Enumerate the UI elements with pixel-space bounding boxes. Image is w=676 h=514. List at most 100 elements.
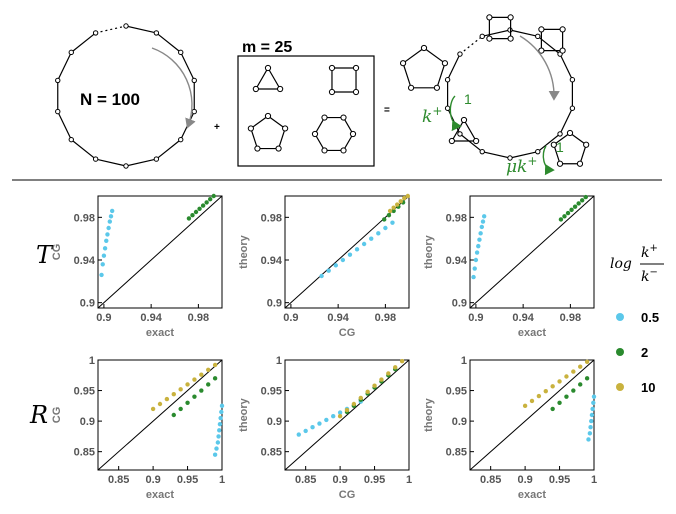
scatter-point (358, 395, 363, 401)
attached-square-1 (488, 16, 512, 40)
ring-right-node (507, 155, 513, 161)
scatter-point (564, 374, 569, 379)
pentagon-shape-node (264, 112, 272, 120)
plus-sign: + (214, 122, 220, 133)
ring-left-node (92, 156, 99, 162)
triangle-shape-node (264, 64, 272, 72)
ring-right-node (444, 105, 451, 111)
identity-line (97, 359, 223, 471)
x-tick-label: 0.85 (108, 474, 129, 486)
scatter-point (557, 400, 562, 405)
scatter-point (164, 396, 170, 402)
ring-left-node (178, 136, 184, 143)
scatter-point (365, 389, 370, 394)
scatter-point (207, 197, 213, 202)
ring-right-node (507, 27, 513, 33)
scatter-point (326, 268, 331, 273)
rate-mu-value: 1 (556, 139, 564, 155)
scatter-point (109, 208, 115, 214)
scatter-point (478, 231, 483, 236)
ring-left-edge (125, 158, 157, 167)
scatter-point (197, 206, 202, 211)
y-tick-label: 1 (461, 355, 467, 367)
scatter-point (584, 359, 590, 365)
ring-left-edge (155, 32, 182, 53)
y-tick-label: 0.9 (80, 298, 95, 310)
scatter-point (361, 241, 367, 247)
scatter-point (588, 425, 593, 430)
ring-left-node (123, 23, 129, 29)
scatter-point (479, 224, 485, 230)
ring-left-node (68, 136, 74, 143)
ring-left-edge (95, 158, 127, 167)
scatter-point (586, 437, 591, 442)
scatter-point (108, 214, 114, 219)
y-axis-label: CG (51, 407, 63, 424)
scatter-point (565, 210, 571, 216)
attached-clusters (399, 14, 590, 167)
scatter-point (107, 219, 113, 224)
scatter-point (589, 412, 595, 418)
x-tick-label: 0.9 (145, 474, 160, 486)
triangle-shape-node (252, 85, 259, 93)
rate-mu-arrow (542, 145, 555, 176)
scatter-point (99, 272, 104, 278)
scatter-point (206, 382, 211, 387)
attached-square-2-node (538, 26, 545, 33)
y-tick-label: 0.85 (446, 447, 467, 459)
scatter-point (219, 409, 224, 415)
scatter-point (178, 406, 183, 412)
identity-line (469, 359, 595, 471)
cluster-box (237, 55, 375, 167)
scatter-point (193, 209, 199, 215)
y-tick-label: 0.98 (74, 212, 95, 224)
scatter-point (390, 220, 395, 225)
legend-label: 10 (641, 380, 655, 395)
square-shape-node (352, 64, 360, 72)
identity-line (284, 359, 410, 471)
triangle-shape (254, 66, 282, 90)
attached-pentagon-2-node (576, 160, 584, 167)
x-tick-label: 0.9 (332, 474, 347, 486)
scatter-point (212, 362, 218, 368)
scatter-point (324, 417, 329, 423)
scatter-panels: 0.9 0.94 0.98 0.9 0.94 0.98 exact CG 0.9 0.94 0.98… (51, 193, 597, 501)
ring-right-edge (559, 107, 573, 135)
ring-left-edge (95, 25, 127, 34)
x-tick-label: 0.94 (512, 312, 534, 324)
scatter-point (369, 236, 374, 241)
hexagon-shape (314, 116, 354, 152)
legend-title-num: k+ (641, 243, 658, 261)
scatter-point (376, 231, 381, 236)
scatter-point (571, 369, 576, 374)
scatter-point (543, 388, 548, 394)
attached-square-1-node (507, 14, 514, 21)
ring-right-node (569, 105, 576, 111)
plot-frame (284, 359, 410, 471)
scatter-point (393, 365, 398, 370)
x-tick-label: 0.9 (283, 312, 298, 324)
scatter-point (100, 262, 105, 267)
x-tick-label: 0.94 (140, 312, 162, 324)
ring-right-edge (447, 53, 461, 81)
pentagon-shape-node (254, 145, 261, 152)
ring-left-node (68, 49, 74, 56)
scatter-point (405, 193, 411, 199)
ring-left-node (178, 49, 184, 56)
scatter-point (587, 431, 593, 436)
y-axis-label: theory (238, 234, 250, 269)
scatter-point (200, 203, 206, 208)
scatter-point (212, 452, 218, 457)
y-axis-label: CG (51, 244, 63, 261)
ring-left-edge (180, 52, 195, 81)
x-tick-label: 0.9 (96, 312, 111, 324)
x-axis-label: exact (146, 489, 174, 501)
attached-square-1-node (507, 35, 514, 42)
scatter-point (199, 388, 204, 393)
scatter-point (211, 193, 216, 199)
y-tick-label: 0.98 (446, 212, 467, 224)
scatter-panel: 0.85 0.9 0.95 1 0.85 0.9 0.95 1 CG theory (238, 355, 412, 501)
square-shape-node (352, 88, 360, 96)
y-tick-label: 0.9 (452, 298, 467, 310)
scatter-point (296, 432, 301, 437)
